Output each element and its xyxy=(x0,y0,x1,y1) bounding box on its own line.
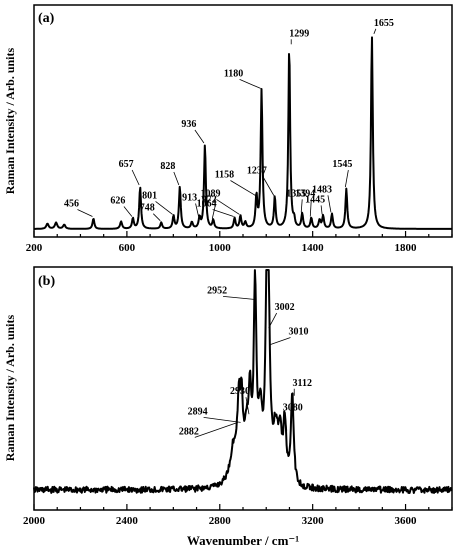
panel-b: (b) Raman Intensity / Arb. units 2000 240… xyxy=(3,266,453,548)
peak-leader-line xyxy=(268,312,278,329)
peak-label: 1299 xyxy=(289,28,309,39)
panel-a-frame xyxy=(33,4,453,238)
panel-b-spectrum-line xyxy=(33,269,453,494)
peak-leader-line xyxy=(245,397,250,415)
peak-label: 456 xyxy=(64,199,79,210)
peak-leader-line xyxy=(131,169,140,186)
peak-leader-line xyxy=(211,205,216,219)
peak-leader-line xyxy=(284,413,288,431)
x-tick-label: 200 xyxy=(26,242,43,254)
panel-b-x-axis: 2000 2400 2800 3200 3600 xyxy=(23,504,453,527)
peak-leader-line xyxy=(262,176,275,196)
peak-leader-line xyxy=(230,180,256,196)
x-tick-label: 2800 xyxy=(209,515,232,527)
peak-leader-line xyxy=(212,209,234,217)
peak-label: 1545 xyxy=(332,159,352,170)
x-tick-label: 1800 xyxy=(395,242,418,254)
panel-b-peak-labels: 2882 2894 2930 2952 3002 3010 3080 3112 xyxy=(179,285,312,438)
panel-a-ylabel: Raman Intensity / Arb. units xyxy=(3,47,17,194)
peak-leader-line xyxy=(216,199,240,215)
x-tick-label: 600 xyxy=(119,242,136,254)
peak-label: 1064 xyxy=(197,199,217,210)
panel-a: (a) Raman Intensity / Arb. units 200 600 1… xyxy=(3,4,453,254)
peak-leader-line xyxy=(344,170,349,188)
peak-label: 1483 xyxy=(312,184,332,195)
peak-label: 801 xyxy=(142,190,157,201)
peak-leader-line xyxy=(320,205,323,215)
peak-label: 972 xyxy=(202,195,217,206)
panel-a-spectrum-line xyxy=(33,36,453,230)
peak-label: 3010 xyxy=(289,327,309,338)
peak-leader-line xyxy=(173,171,180,186)
peak-label: 3112 xyxy=(293,378,312,389)
panel-a-x-axis: 200 600 1000 1400 1800 xyxy=(26,231,453,254)
peak-label: 936 xyxy=(181,119,196,130)
x-tick-label: 2000 xyxy=(23,515,46,527)
panel-a-label: (a) xyxy=(38,11,55,26)
panel-b-xlabel: Wavenumber / cm⁻¹ xyxy=(187,533,299,548)
peak-label: 3002 xyxy=(275,302,295,313)
x-tick-label: 1400 xyxy=(302,242,325,254)
peak-leader-line xyxy=(123,206,133,217)
peak-label: 1394 xyxy=(295,189,315,200)
peak-leader-line xyxy=(194,129,205,144)
panel-b-ylabel: Raman Intensity / Arb. units xyxy=(3,314,17,461)
peak-label: 828 xyxy=(160,161,175,172)
peak-leader-line xyxy=(223,296,255,300)
peak-leader-line xyxy=(300,199,303,213)
peak-label: 626 xyxy=(110,196,125,207)
peak-label: 1180 xyxy=(224,68,243,79)
peak-label: 2894 xyxy=(188,406,208,417)
peak-label: 748 xyxy=(140,203,155,214)
panel-b-label: (b) xyxy=(38,274,55,289)
peak-leader-line xyxy=(194,422,238,438)
peak-leader-line xyxy=(155,201,173,215)
peak-label: 913 xyxy=(182,193,197,204)
x-tick-label: 1000 xyxy=(209,242,232,254)
peak-leader-line xyxy=(77,209,93,217)
peak-leader-line xyxy=(309,199,312,217)
peak-leader-line xyxy=(327,195,332,213)
peak-label: 657 xyxy=(119,159,134,170)
peak-label: 1445 xyxy=(305,194,325,205)
peak-label: 2882 xyxy=(179,426,199,437)
peak-label: 2952 xyxy=(207,285,227,296)
peak-label: 1237 xyxy=(247,166,267,177)
peak-label: 1355 xyxy=(286,188,306,199)
peak-label: 1089 xyxy=(200,188,220,199)
peak-leader-line xyxy=(239,79,261,89)
x-tick-label: 2400 xyxy=(116,515,139,527)
peak-label: 3080 xyxy=(283,403,303,414)
peak-leader-line xyxy=(195,203,199,217)
peak-label: 1655 xyxy=(374,18,394,29)
x-tick-label: 3200 xyxy=(302,515,325,527)
peak-leader-line xyxy=(203,417,241,423)
peak-label: 2930 xyxy=(230,386,250,397)
peak-leader-line xyxy=(152,213,161,221)
peak-leader-line xyxy=(373,28,377,34)
x-tick-label: 3600 xyxy=(395,515,418,527)
peak-leader-line xyxy=(270,337,291,345)
peak-label: 1158 xyxy=(215,170,234,181)
